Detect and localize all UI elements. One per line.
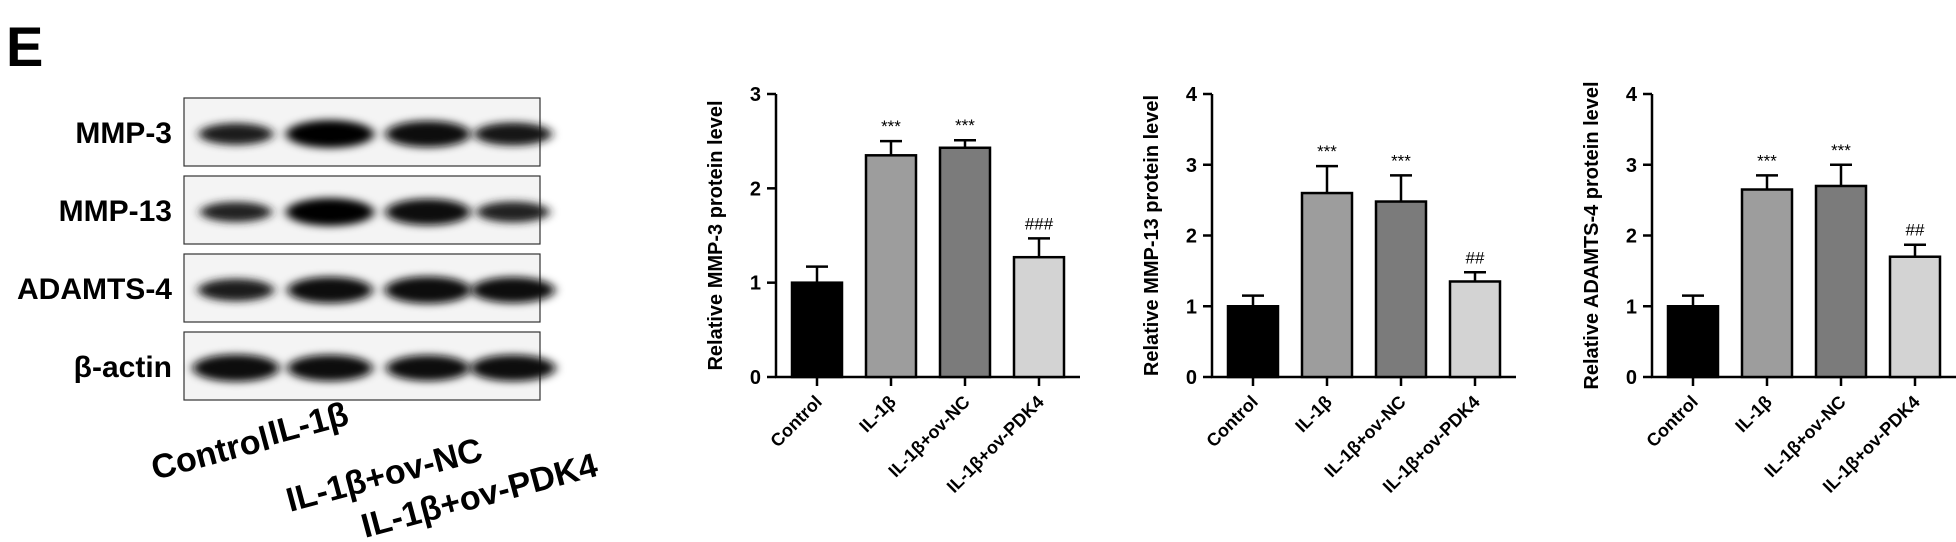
blot-row-label: ADAMTS-4 [17, 273, 172, 306]
significance-label: ### [1025, 214, 1054, 233]
bar [1740, 188, 1794, 379]
y-axis-label: Relative MMP-13 protein level [1141, 95, 1163, 376]
bar [1374, 200, 1428, 379]
y-axis-label: Relative MMP-3 protein level [705, 100, 727, 370]
western-blot: MMP-3MMP-13ADAMTS-4β-actinControlIL-1βIL… [17, 97, 602, 542]
y-tick-label: 0 [1626, 367, 1637, 389]
bar [864, 154, 918, 379]
significance-label: *** [881, 117, 901, 136]
significance-label: *** [1317, 142, 1337, 161]
y-tick-label: 3 [1186, 155, 1197, 177]
bar [1226, 305, 1280, 379]
y-tick-label: 1 [1186, 296, 1197, 318]
significance-label: ## [1466, 248, 1485, 267]
x-tick-label: IL-1β [855, 392, 900, 437]
blot-band [198, 123, 274, 145]
blot-band [474, 122, 552, 146]
blot-row-label: MMP-13 [59, 195, 172, 228]
bar [1448, 280, 1502, 379]
y-tick-label: 2 [1186, 226, 1197, 248]
blot-band [385, 120, 471, 148]
bar [1814, 184, 1868, 379]
blot-band [385, 198, 471, 226]
blot-band [384, 276, 472, 304]
x-tick-label: IL-1β [1291, 392, 1336, 437]
x-tick-label: Control [1642, 392, 1701, 451]
significance-label: *** [955, 116, 975, 135]
blot-band [471, 277, 555, 303]
blot-lane-label: IL-1β [264, 395, 352, 453]
y-tick-label: 3 [750, 84, 761, 106]
y-tick-label: 1 [1626, 296, 1637, 318]
blot-band [476, 201, 550, 223]
significance-label: *** [1831, 141, 1851, 160]
blot-band [287, 354, 373, 382]
x-tick-label: IL-1β [1731, 392, 1776, 437]
bar [1888, 255, 1942, 379]
blot-row-label: MMP-3 [75, 117, 172, 150]
y-tick-label: 4 [1626, 84, 1638, 106]
bar [938, 146, 992, 379]
blot-row-label: β-actin [74, 351, 172, 384]
panel-label: E [6, 15, 43, 78]
x-tick-label: Control [766, 392, 825, 451]
y-tick-label: 4 [1186, 84, 1198, 106]
y-axis-label: Relative ADAMTS-4 protein level [1581, 81, 1603, 389]
blot-band [286, 198, 374, 226]
y-tick-label: 0 [1186, 367, 1197, 389]
bar [1012, 255, 1066, 379]
bar [790, 281, 844, 379]
blot-lane-label: Control [147, 420, 274, 488]
mmp3-bar-chart: 0 1 2 3 Relative MMP-3 protein level Control *… [705, 84, 1080, 497]
bar [1666, 305, 1720, 379]
x-tick-label: Control [1202, 392, 1261, 451]
blot-band [287, 276, 373, 304]
significance-label: ## [1906, 221, 1925, 240]
y-tick-label: 3 [1626, 155, 1637, 177]
blot-band [470, 354, 556, 382]
adamts4-bar-chart: 0 1 2 3 4 Relative ADAMTS-4 protein level Cont… [1581, 81, 1956, 497]
blot-band [200, 201, 272, 223]
significance-label: *** [1391, 151, 1411, 170]
mmp13-bar-chart: 0 1 2 3 4 Relative MMP-13 protein level Contro… [1141, 84, 1516, 497]
blot-band [386, 355, 470, 381]
bar [1300, 191, 1354, 379]
y-tick-label: 1 [750, 273, 761, 295]
y-tick-label: 0 [750, 367, 761, 389]
y-tick-label: 2 [1626, 226, 1637, 248]
y-tick-label: 2 [750, 178, 761, 200]
blot-band [192, 354, 280, 382]
blot-band [198, 278, 274, 302]
blot-band [286, 120, 374, 148]
significance-label: *** [1757, 151, 1777, 170]
